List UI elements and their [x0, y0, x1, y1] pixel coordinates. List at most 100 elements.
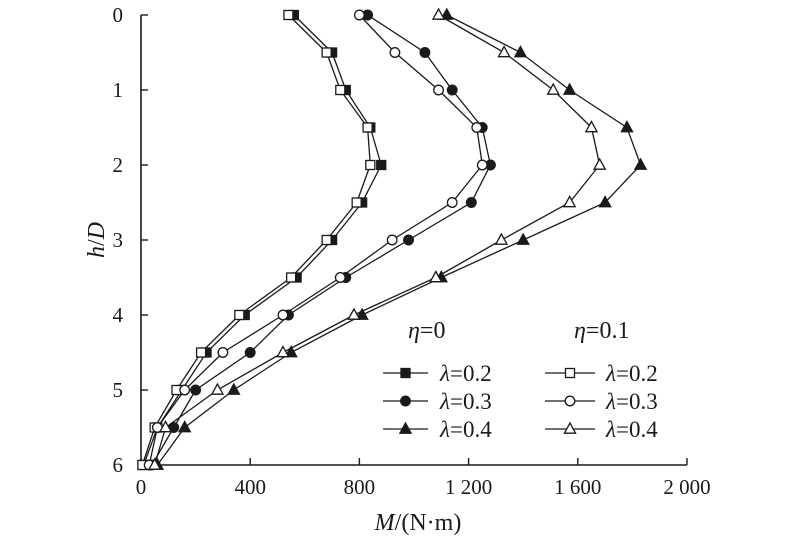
y-tick-label: 2 [113, 153, 124, 177]
data-point [276, 345, 290, 358]
data-point [334, 272, 346, 283]
data-point [386, 234, 398, 246]
plot-area: 0 400 800 1 200 1 600 2 000 0 1 2 3 4 5 6 [113, 3, 711, 499]
legend-item-4: λ=0.2 [545, 361, 658, 386]
legend-label: λ=0.3 [439, 389, 492, 414]
data-point [419, 47, 431, 58]
legend-label-var: λ [605, 389, 616, 414]
legend-marker [398, 421, 413, 434]
series-line [154, 14, 601, 466]
data-point [234, 309, 245, 321]
y-axis-title: h/D [84, 222, 110, 258]
legend-label-var: λ [605, 417, 616, 442]
y-tick-label: 3 [113, 228, 124, 252]
data-point [431, 7, 446, 20]
data-point [351, 197, 362, 208]
data-point [227, 382, 241, 395]
data-point [620, 120, 634, 133]
y-tick-label: 0 [113, 3, 124, 27]
y-axis-title-var1: h [84, 246, 110, 258]
legend-label-eq: =0.3 [450, 389, 492, 414]
data-point [347, 307, 361, 320]
legend-label: λ=0.2 [605, 361, 658, 386]
series-3 [150, 7, 648, 470]
legend-marker [400, 395, 411, 407]
legend: λ=0.2λ=0.3λ=0.4λ=0.2λ=0.3λ=0.4 [383, 361, 658, 442]
data-point [465, 197, 477, 208]
legend-marker [564, 367, 576, 379]
x-tick-label: 1 600 [554, 475, 601, 499]
data-point [471, 122, 483, 133]
series-6 [147, 7, 607, 470]
data-point [285, 272, 297, 283]
data-point [283, 9, 294, 21]
legend-item-5: λ=0.3 [545, 389, 658, 414]
data-point [190, 384, 202, 396]
x-tick-label: 400 [234, 475, 266, 499]
data-point [446, 84, 458, 96]
legend-label-eq: =0.2 [450, 361, 492, 386]
data-point [335, 84, 346, 96]
data-point [562, 195, 577, 208]
data-point [158, 420, 173, 433]
data-point [321, 47, 332, 58]
legend-item-6: λ=0.4 [545, 417, 658, 442]
data-point [516, 232, 530, 245]
x-tick-label: 0 [136, 475, 147, 499]
data-point [446, 197, 458, 208]
data-point [147, 457, 162, 470]
data-point [355, 307, 369, 320]
y-tick-label: 1 [113, 78, 124, 102]
legend-item-1: λ=0.2 [383, 361, 492, 386]
data-point [546, 82, 560, 95]
legend-marker [563, 421, 577, 434]
data-point [284, 345, 298, 358]
data-point [210, 382, 225, 395]
data-point [562, 82, 577, 95]
data-point [177, 420, 192, 433]
legend-label-var: λ [439, 361, 450, 386]
data-point [513, 45, 528, 58]
y-tick-label: 6 [113, 453, 124, 477]
legend-label: λ=0.3 [605, 389, 658, 414]
data-point [362, 122, 373, 133]
x-tick-label: 2 000 [663, 475, 710, 499]
legend-header-right: η=0.1 [574, 318, 629, 344]
legend-header-right-var: η [574, 318, 586, 344]
data-point [365, 159, 376, 171]
data-point [277, 309, 289, 321]
legend-label-eq: =0.4 [616, 417, 658, 442]
legend-label: λ=0.4 [439, 417, 492, 442]
y-tick-label: 5 [113, 378, 124, 402]
y-axis-title-sep: / [84, 239, 110, 246]
x-tick-label: 1 200 [445, 475, 492, 499]
data-point [403, 234, 414, 246]
legend-label-var: λ [439, 417, 450, 442]
legend-marker [400, 367, 411, 379]
legend-label-var: λ [605, 361, 616, 386]
data-point [217, 347, 229, 358]
data-point [584, 120, 599, 133]
series-4 [137, 9, 376, 471]
data-point [389, 47, 401, 58]
legend-label-var: λ [439, 389, 450, 414]
x-axis-title-var: M [374, 510, 397, 536]
legend-header-left-eq: =0 [420, 318, 446, 344]
legend-label: λ=0.4 [605, 417, 658, 442]
legend-label-eq: =0.4 [450, 417, 492, 442]
legend-label: λ=0.2 [439, 361, 492, 386]
data-point [195, 347, 207, 358]
data-point [494, 232, 509, 245]
series-line [148, 14, 483, 466]
y-axis-title-var2: D [84, 222, 110, 240]
legend-header-left: η=0 [408, 318, 445, 344]
data-point [376, 159, 387, 171]
data-point [497, 45, 511, 58]
legend-header-left-var: η [408, 318, 420, 344]
data-point [244, 347, 256, 358]
data-point [433, 84, 445, 96]
y-tick-label: 4 [113, 303, 124, 327]
legend-label-eq: =0.2 [616, 361, 658, 386]
data-point [592, 157, 607, 170]
